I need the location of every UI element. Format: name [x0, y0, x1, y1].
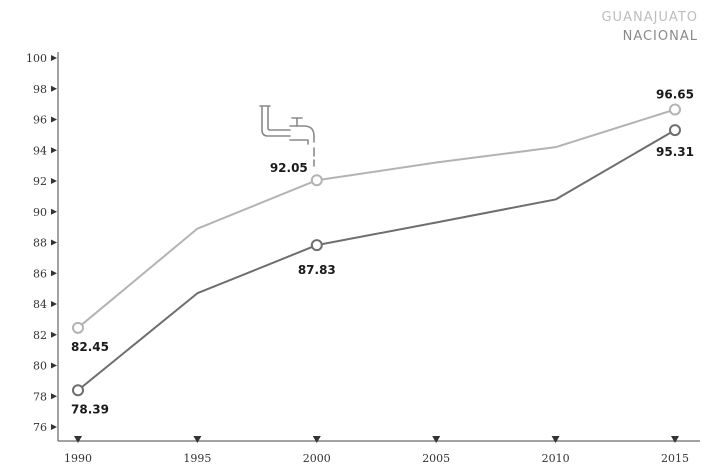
y-tick-label-96: 96 [33, 114, 47, 127]
y-tick-96 [51, 116, 57, 123]
x-tick-label-2015: 2015 [661, 452, 689, 465]
y-tick-78 [51, 393, 57, 400]
axes: 76 78 80 82 84 86 88 90 92 94 96 98 100 1990 1995 2000 2… [26, 52, 700, 465]
y-tick-100 [51, 55, 57, 61]
water-faucet-icon [259, 105, 315, 167]
legend-nacional: NACIONAL [622, 29, 698, 44]
y-tick-label-88: 88 [33, 237, 47, 250]
y-tick-90 [51, 208, 57, 215]
series-1-marker-2000 [310, 239, 323, 252]
series-1-marker-1990 [72, 384, 84, 397]
y-tick-label-78: 78 [33, 390, 47, 403]
y-tick-84 [51, 301, 57, 307]
y-tick-label-90: 90 [33, 206, 47, 219]
x-tick-label-2005: 2005 [422, 452, 450, 465]
x-tick-label-1990: 1990 [64, 452, 92, 465]
x-tick-1990 [74, 436, 82, 443]
series-1-label-2015: 95.31 [656, 145, 694, 159]
y-tick-label-80: 80 [33, 360, 47, 373]
series-1-label-2000: 87.83 [298, 263, 336, 277]
x-tick-label-2010: 2010 [542, 452, 570, 465]
y-tick-label-98: 98 [33, 83, 47, 96]
series-0-label-2015: 96.65 [656, 88, 694, 102]
y-tick-label-92: 92 [33, 175, 47, 188]
x-tick-2010 [551, 436, 560, 443]
y-tick-92 [51, 178, 57, 184]
series-0-marker-2015 [669, 103, 681, 116]
x-tick-1995 [193, 436, 202, 443]
series-layer: 82.45 92.05 96.65 78.39 87.83 95.31 [71, 88, 694, 417]
series-0-label-1990: 82.45 [71, 340, 109, 354]
y-tick-94 [51, 147, 57, 154]
x-tick-2005 [432, 436, 441, 443]
y-tick-label-94: 94 [33, 144, 47, 157]
y-tick-label-82: 82 [33, 329, 47, 342]
y-tick-76 [51, 424, 57, 430]
y-tick-88 [51, 239, 57, 246]
y-tick-label-100: 100 [26, 52, 47, 65]
legend: GUANAJUATO NACIONAL [601, 8, 698, 46]
series-1-label-1990: 78.39 [71, 402, 109, 416]
x-tick-label-2000: 2000 [303, 452, 331, 465]
series-0-marker-1990 [72, 321, 84, 334]
y-tick-label-84: 84 [33, 298, 47, 311]
series-0-label-2000: 92.05 [270, 161, 308, 175]
series-1-marker-2015 [669, 124, 681, 137]
legend-guanajuato: GUANAJUATO [601, 10, 698, 25]
series-line-0 [77, 108, 676, 329]
series-line-1 [77, 129, 676, 392]
x-tick-label-1995: 1995 [183, 452, 211, 465]
x-tick-2015 [671, 436, 679, 443]
y-tick-label-76: 76 [33, 421, 47, 434]
series-0-marker-2000 [310, 174, 323, 187]
y-tick-98 [51, 85, 57, 92]
y-tick-86 [51, 270, 57, 277]
y-tick-82 [51, 331, 57, 338]
y-tick-80 [51, 362, 57, 369]
x-tick-2000 [312, 436, 321, 443]
y-tick-label-86: 86 [33, 267, 47, 280]
